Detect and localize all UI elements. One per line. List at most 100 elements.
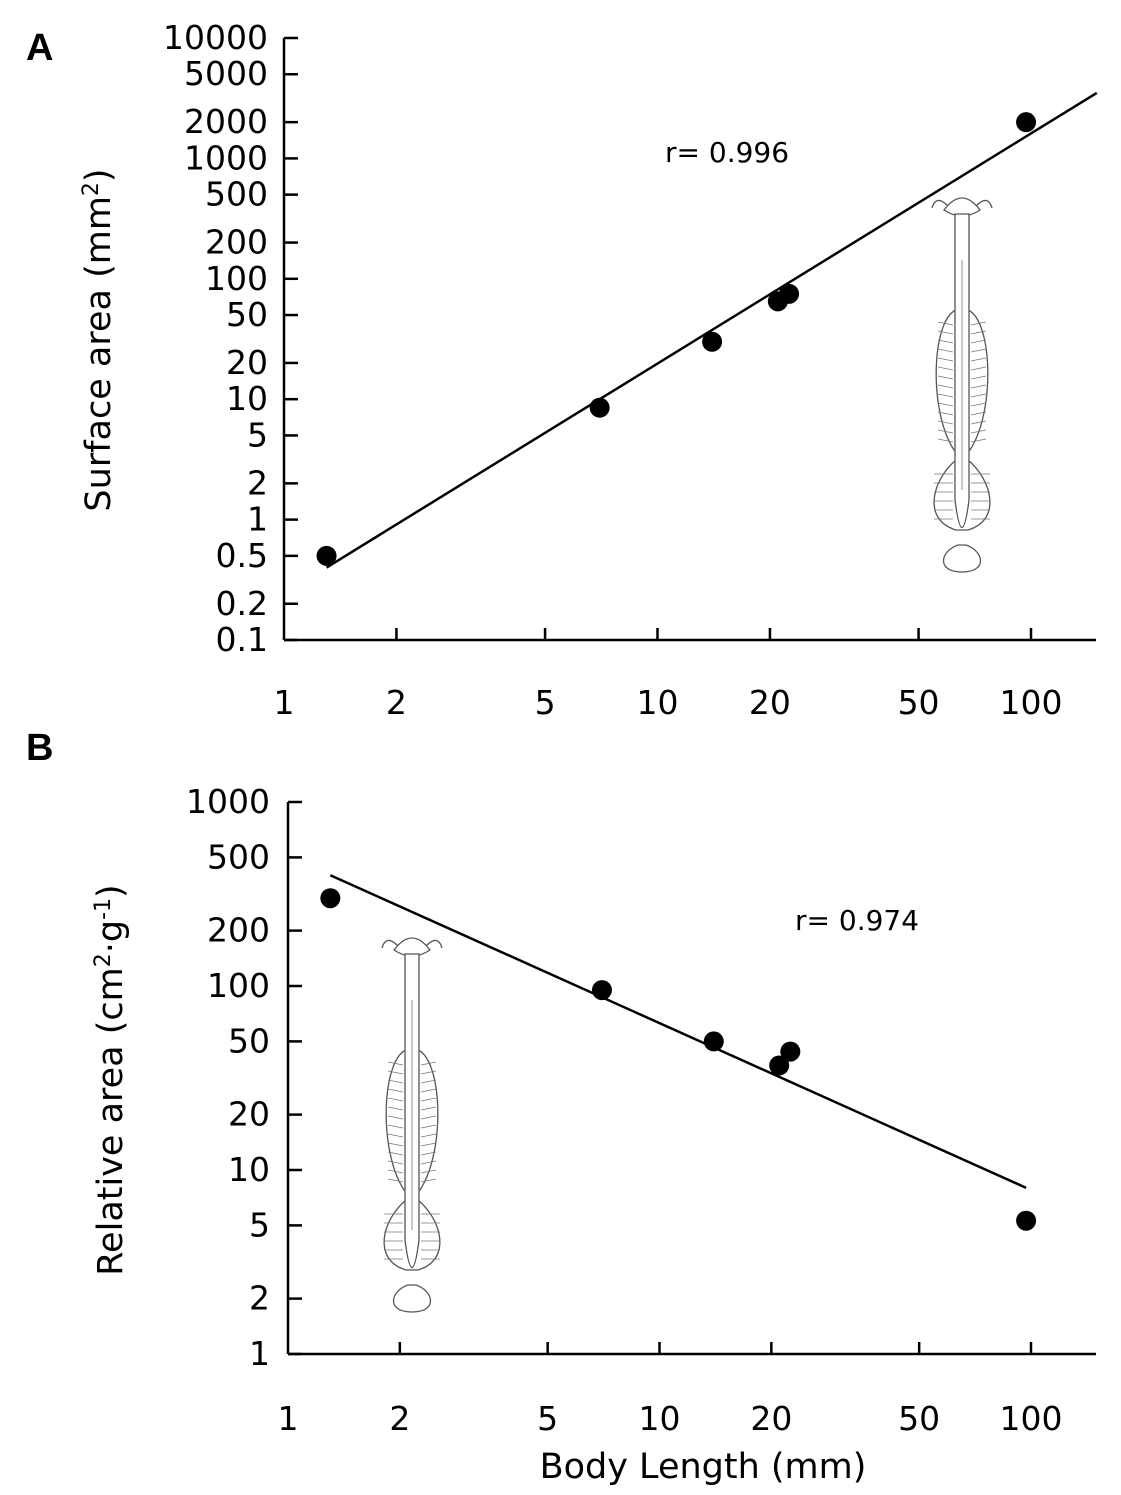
- panel-b-worm-hatch: [420, 1160, 437, 1165]
- panel-a-data-point-6: [1016, 112, 1037, 133]
- panel-b-x-ticks: 1 2 5 10 20 50 100: [278, 1342, 1063, 1438]
- panel-b-x-tick-label: 100: [1000, 1399, 1063, 1438]
- panel-a-worm-hatch: [937, 411, 954, 416]
- panel-a-worm-hatch: [970, 339, 987, 344]
- panel-a-worm-hatch: [970, 429, 987, 434]
- panel-a-y-tick-label: 1000: [184, 138, 268, 177]
- panel-a-y-tick-label: 20: [226, 343, 268, 382]
- panel-b-data-point-1: [320, 888, 341, 909]
- panel-a-worm-hatch: [970, 366, 987, 371]
- panel-a-ylabel-sup: 2: [79, 182, 104, 196]
- panel-b-worm-hatch: [420, 1151, 437, 1156]
- panel-b-worm-antennae: [381, 939, 443, 949]
- panel-b-worm-hatch: [387, 1124, 404, 1129]
- panel-a-x-tick-label: 50: [898, 683, 940, 722]
- panel-a-worm-hatch: [970, 411, 987, 416]
- panel-b-y-tick-label: 1000: [186, 782, 270, 821]
- panel-a-correlation-label: r= 0.996: [665, 136, 789, 169]
- panel-a-worm-hatch: [937, 384, 954, 389]
- panel-a-data-point-3: [702, 331, 723, 352]
- panel-b-x-tick-label: 10: [639, 1399, 681, 1438]
- panel-b-x-tick-label: 2: [389, 1399, 410, 1438]
- panel-b-fit-line: [329, 874, 1027, 1189]
- panel-b-correlation-label: r= 0.974: [795, 904, 919, 937]
- panel-a-y-tick-label: 0.1: [216, 620, 268, 659]
- panel-a-worm-hatch: [937, 429, 954, 434]
- panel-b-worm-hatch: [420, 1133, 437, 1138]
- panel-a-worm-hatch: [970, 393, 987, 398]
- panel-a-worm-hatch: [970, 321, 987, 326]
- panel-a-worm-hatch: [970, 348, 987, 353]
- panel-a-data-point-5: [779, 283, 800, 304]
- panel-a-worm-hatch: [937, 420, 954, 425]
- panel-a-worm-hatch: [970, 438, 987, 443]
- panel-b-y-tick-label: 500: [207, 837, 270, 876]
- panel-a-y-tick-label: 50: [226, 295, 268, 334]
- panel-a-worm-hatch: [970, 357, 987, 362]
- panel-b-fit: [329, 874, 1027, 1189]
- panel-b-y-tick-label: 200: [207, 911, 270, 950]
- panel-a-y-axis-title: Surface area (mm2): [79, 168, 119, 511]
- panel-b-y-tick-label: 50: [228, 1021, 270, 1060]
- panel-b-worm-hatch: [387, 1151, 404, 1156]
- panel-b-y-tick-label: 10: [228, 1150, 270, 1189]
- panel-a-worm-hatch: [970, 330, 987, 335]
- panel-a-y-tick-label: 5000: [184, 54, 268, 93]
- panel-b-worm-body: [381, 937, 443, 1313]
- panel-a-y-tick-label: 10000: [163, 18, 268, 57]
- panel-b-data-point-4: [769, 1055, 790, 1076]
- panel-a-worm-hatch: [937, 357, 954, 362]
- panel-b-ylabel-sup1: 2: [91, 953, 116, 967]
- panel-a-worm-hatch: [937, 321, 954, 326]
- panel-a-y-tick-label: 0.2: [216, 584, 268, 623]
- panel-b-worm-hatch: [387, 1106, 404, 1111]
- panel-a-worm-illustration: [931, 197, 993, 573]
- panel-b-letter: B: [26, 727, 53, 769]
- panel-b-x-axis-title: Body Length (mm): [540, 1447, 867, 1487]
- panel-a-y-tick-label: 5: [247, 415, 268, 454]
- panel-b-ylabel-main: Relative area (cm: [91, 967, 131, 1275]
- panel-a-x-tick-label: 100: [1000, 683, 1063, 722]
- panel-b-worm-hatch: [387, 1079, 404, 1084]
- panel-b-worm-hatch: [387, 1097, 404, 1102]
- panel-a-worm-hatch: [937, 402, 954, 407]
- panel-a-worm-hatch: [937, 348, 954, 353]
- panel-b-y-tick-label: 1: [249, 1334, 270, 1373]
- panel-b-worm-hatch: [387, 1178, 404, 1183]
- panel-a-data-point-1: [316, 545, 337, 566]
- panel-b-worm-hatch: [420, 1142, 437, 1147]
- panel-a-y-tick-label: 100: [205, 259, 268, 298]
- panel-b-worm-hatch: [420, 1106, 437, 1111]
- panel-b-worm-hatch: [420, 1178, 437, 1183]
- panel-b-ylabel-end: ): [91, 884, 131, 898]
- panel-a-data-point-2: [589, 397, 610, 418]
- panel-a-x-ticks: 1 2 5 10 20 50 100: [274, 628, 1063, 722]
- panel-b-ylabel-mid: ·g: [91, 920, 131, 953]
- panel-b-worm-hatch: [387, 1088, 404, 1093]
- panel-a-worm-body: [931, 197, 993, 573]
- panel-a-worm-antennae: [931, 199, 993, 209]
- panel-b-worm-hatch: [420, 1088, 437, 1093]
- panel-a-x-tick-label: 1: [274, 683, 295, 722]
- panel-b-worm-hatch: [387, 1169, 404, 1174]
- panel-a-worm-hatch: [937, 330, 954, 335]
- panel-b-y-tick-label: 5: [249, 1205, 270, 1244]
- panel-b-worm-hatch: [387, 1061, 404, 1066]
- panel-b-worm-illustration: [381, 937, 443, 1313]
- panel-a-x-tick-label: 5: [535, 683, 556, 722]
- panel-b-y-tick-label: 2: [249, 1279, 270, 1318]
- panel-a-letter: A: [26, 27, 53, 69]
- panel-b-chart: 1000 500 200 100 50 20 10 5 2 1 1 2 5 10 20 50 100 r= 0…: [91, 782, 1096, 1487]
- panel-a-axes: [282, 38, 1096, 642]
- panel-a-worm-hatch: [937, 375, 954, 380]
- panel-b-worm-hatch: [420, 1097, 437, 1102]
- panel-a-ylabel-main: Surface area (mm: [79, 196, 119, 511]
- panel-b-worm-hatch: [420, 1070, 437, 1075]
- panel-a-x-tick-label: 20: [749, 683, 791, 722]
- panel-a-y-tick-label: 1: [247, 500, 268, 539]
- panel-a-fit: [325, 91, 1098, 569]
- panel-b-y-ticks: 1000 500 200 100 50 20 10 5 2 1: [186, 782, 302, 1373]
